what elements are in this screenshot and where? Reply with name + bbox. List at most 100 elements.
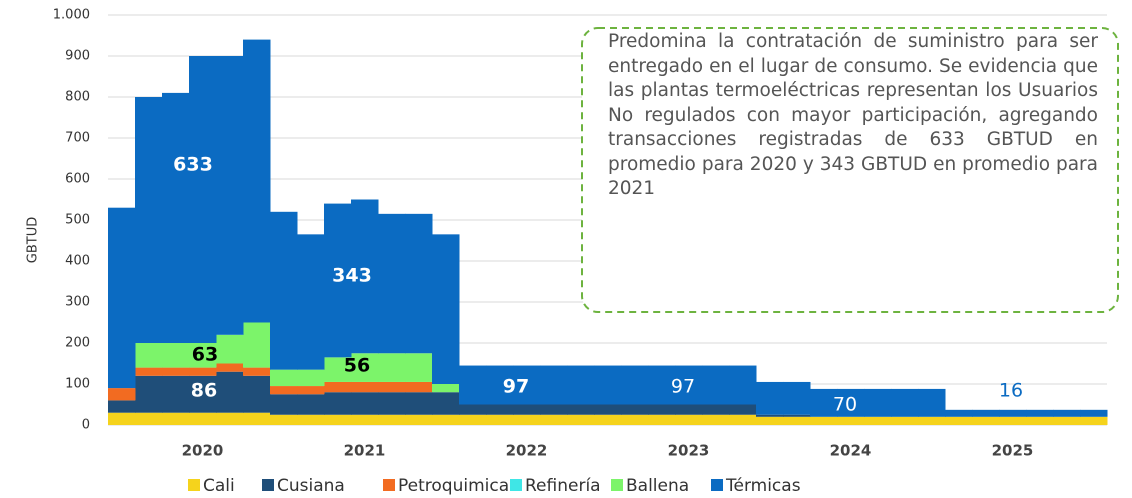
area-segment (675, 365, 703, 405)
area-segment (162, 412, 190, 425)
area-segment (135, 343, 163, 368)
area-segment (702, 404, 730, 415)
y-tick-label: 600 (65, 172, 90, 187)
legend-swatch (611, 479, 623, 491)
callout-text: Predomina la contratación de suministro … (608, 31, 1098, 199)
area-segment (324, 203, 352, 358)
area-segment (189, 375, 217, 413)
area-segment (351, 199, 379, 354)
legend-label: Ballena (626, 476, 689, 496)
area-segment (189, 343, 217, 368)
y-tick-label: 1.000 (53, 8, 90, 23)
legend-label: Petroquimica (398, 476, 509, 496)
area-segment (405, 414, 433, 425)
area-segment (162, 367, 190, 376)
area-segment (270, 414, 298, 425)
area-segment (513, 404, 541, 415)
area-segment (405, 392, 433, 415)
area-segment (729, 404, 757, 415)
area-segment (243, 375, 271, 413)
area-segment (135, 412, 163, 425)
area-segment (243, 412, 271, 425)
area-segment (945, 416, 973, 425)
legend-swatch (711, 479, 723, 491)
legend-label: Cusiana (277, 476, 345, 496)
y-axis-label: GBTUD (26, 217, 41, 263)
area-segment (972, 409, 1000, 417)
area-segment (243, 39, 271, 323)
area-segment (351, 381, 379, 393)
area-segment (783, 416, 811, 425)
area-segment (729, 365, 757, 405)
area-segment (864, 388, 892, 417)
area-segment (486, 414, 514, 425)
y-tick-label: 200 (65, 336, 90, 351)
y-tick-label: 300 (65, 295, 90, 310)
legend-swatch (262, 479, 274, 491)
area-segment (216, 412, 244, 425)
area-segment (162, 343, 190, 368)
area-segment (432, 234, 460, 384)
area-segment (594, 404, 622, 415)
area-segment (189, 56, 217, 343)
area-segment (432, 384, 460, 393)
annotation: 97 (671, 376, 695, 398)
area-segment (216, 371, 244, 413)
area-segment (567, 365, 595, 405)
x-tick-label: 2025 (992, 442, 1034, 460)
area-segment (891, 416, 919, 425)
area-segment (648, 365, 676, 405)
area-segment (972, 416, 1000, 425)
area-segment (513, 414, 541, 425)
area-segment (486, 365, 514, 405)
area-segment (756, 381, 784, 415)
area-segment (297, 369, 325, 387)
area-segment (432, 392, 460, 415)
x-tick-label: 2020 (182, 442, 224, 460)
y-tick-label: 900 (65, 49, 90, 64)
area-segment (459, 404, 487, 415)
y-tick-label: 500 (65, 213, 90, 228)
area-segment (783, 381, 811, 415)
legend-swatch (510, 479, 522, 491)
legend-label: Refinería (525, 476, 601, 496)
area-segment (783, 414, 811, 417)
area-segment (999, 416, 1027, 425)
area-segment (1026, 409, 1054, 417)
area-segment (999, 409, 1027, 417)
area-segment (270, 211, 298, 370)
area-segment (648, 414, 676, 425)
y-tick-label: 700 (65, 131, 90, 146)
area-segment (135, 367, 163, 376)
area-segment (243, 322, 271, 368)
area-segment (621, 414, 649, 425)
y-tick-label: 400 (65, 254, 90, 269)
legend-label: Térmicas (725, 476, 801, 496)
area-segment (162, 375, 190, 413)
area-segment (459, 365, 487, 405)
area-segment (540, 404, 568, 415)
area-segment (810, 388, 838, 417)
area-segment (162, 92, 190, 344)
area-segment (243, 367, 271, 376)
x-tick-label: 2021 (344, 442, 386, 460)
area-segment (702, 414, 730, 425)
area-segment (675, 414, 703, 425)
area-segment (945, 409, 973, 417)
area-segment (297, 414, 325, 425)
area-segment (675, 404, 703, 415)
area-segment (108, 400, 136, 413)
area-segment (648, 404, 676, 415)
callout-box (581, 27, 1119, 313)
annotation: 56 (344, 355, 370, 377)
area-segment (891, 388, 919, 417)
area-segment (378, 381, 406, 393)
area-segment (621, 404, 649, 415)
annotation: 343 (332, 265, 372, 287)
area-segment (540, 414, 568, 425)
area-segment (108, 207, 136, 389)
area-segment (567, 404, 595, 415)
area-segment (594, 365, 622, 405)
area-segment (918, 416, 946, 425)
